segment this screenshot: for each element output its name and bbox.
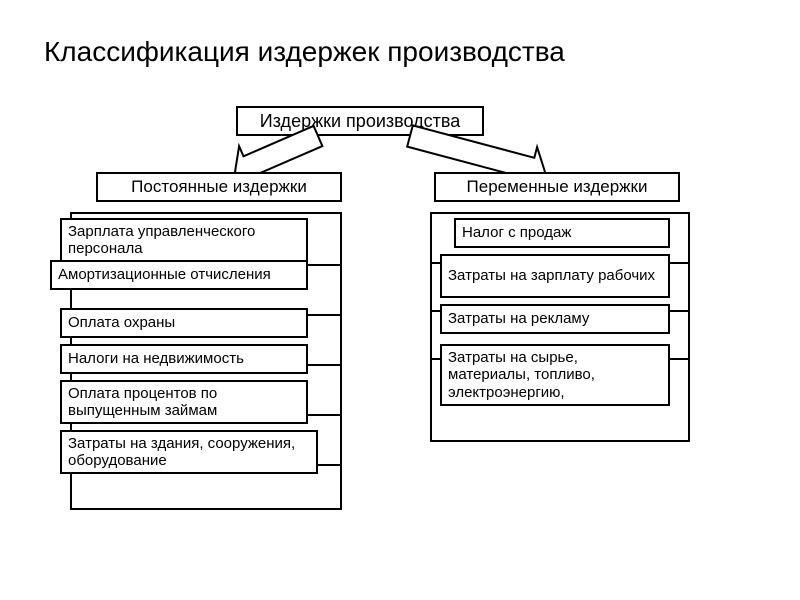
branch-header-fixed: Постоянные издержки xyxy=(96,172,342,202)
fixed-item-5: Затраты на здания, сооружения, оборудова… xyxy=(60,430,318,474)
branch-header-variable: Переменные издержки xyxy=(434,172,680,202)
fixed-item-2: Оплата охраны xyxy=(60,308,308,338)
fixed-item-4: Оплата процентов по выпущенным займам xyxy=(60,380,308,424)
fixed-item-3: Налоги на недвижимость xyxy=(60,344,308,374)
fixed-item-0: Зарплата управленческого персонала xyxy=(60,218,308,262)
var-item-1: Затраты на зарплату рабочих xyxy=(440,254,670,298)
arrow-left xyxy=(205,132,348,176)
fixed-item-1: Амортизационные отчисления xyxy=(50,260,308,290)
arrow-right xyxy=(380,132,575,176)
var-item-2: Затраты на рекламу xyxy=(440,304,670,334)
var-item-3: Затраты на сырье, материалы, топливо, эл… xyxy=(440,344,670,406)
slide-title: Классификация издержек производства xyxy=(44,36,565,68)
diagram-canvas: Классификация издержек производства Изде… xyxy=(0,0,800,600)
var-item-0: Налог с продаж xyxy=(454,218,670,248)
